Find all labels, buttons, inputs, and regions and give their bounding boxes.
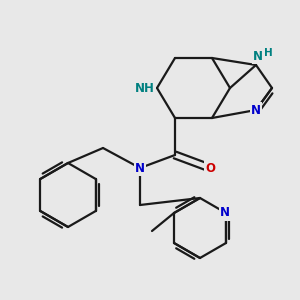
Text: NH: NH [135, 82, 155, 94]
Text: N: N [253, 50, 263, 64]
Text: N: N [135, 161, 145, 175]
Text: H: H [264, 48, 272, 58]
Text: N: N [251, 103, 261, 116]
Text: N: N [220, 206, 230, 220]
Text: O: O [205, 161, 215, 175]
